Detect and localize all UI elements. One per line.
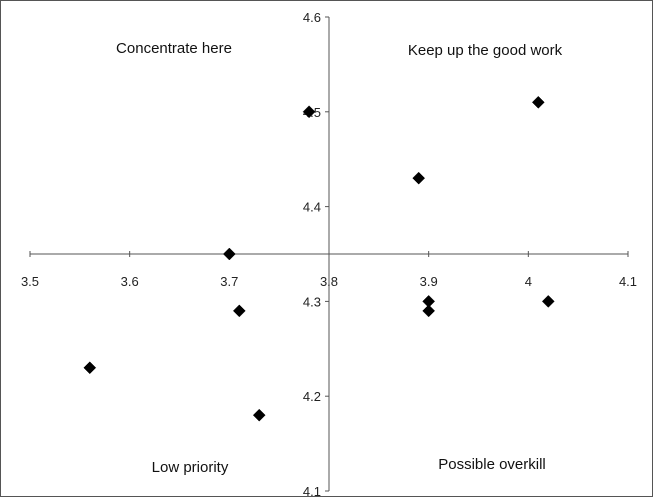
y-tick-label: 4.1 <box>303 484 321 497</box>
quadrant-label-bottom-right: Possible overkill <box>438 456 546 473</box>
data-point <box>412 171 426 185</box>
data-point <box>531 95 545 109</box>
data-point <box>83 361 97 375</box>
y-tick-label: 4.6 <box>303 10 321 25</box>
y-tick-label: 4.4 <box>303 200 321 215</box>
data-point <box>541 295 555 308</box>
data-points <box>83 95 555 422</box>
data-point <box>252 408 266 422</box>
x-tick-label: 4 <box>525 274 532 289</box>
x-tick-label: 3.7 <box>220 274 238 289</box>
y-tick-label: 4.2 <box>303 389 321 404</box>
quadrant-label-top-right: Keep up the good work <box>408 42 563 59</box>
data-point <box>222 247 236 261</box>
x-tick-label: 3.6 <box>121 274 139 289</box>
data-point <box>232 304 246 318</box>
quadrant-label-top-left: Concentrate here <box>116 40 232 57</box>
data-point <box>302 105 316 119</box>
x-tick-label: 3.5 <box>21 274 39 289</box>
x-tick-label: 4.1 <box>619 274 637 289</box>
quadrant-labels: Concentrate here Keep up the good work L… <box>116 40 563 476</box>
data-point <box>422 304 436 318</box>
x-tick-label: 3.9 <box>420 274 438 289</box>
tick-labels: 3.53.63.73.83.944.14.14.24.34.44.54.6 <box>21 10 637 497</box>
y-tick-label: 4.3 <box>303 294 321 309</box>
x-tick-label: 3.8 <box>320 274 338 289</box>
quadrant-label-bottom-left: Low priority <box>152 459 229 476</box>
